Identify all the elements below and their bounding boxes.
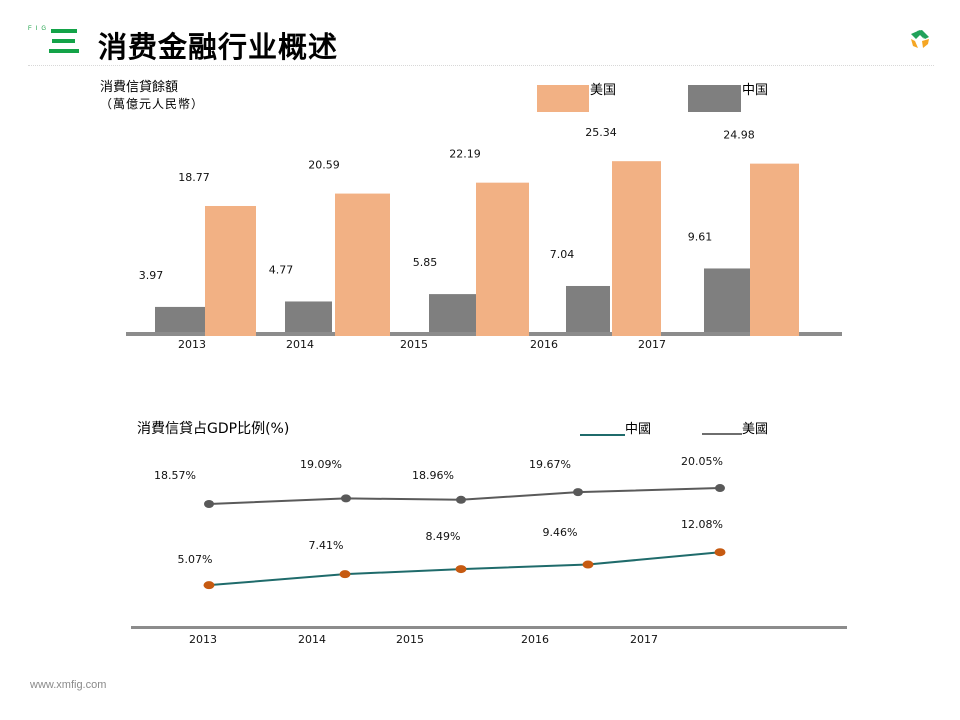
footer-url: www.xmfig.com [30,679,107,691]
marker-china-2014 [339,570,351,579]
bar-china-2017 [704,268,750,334]
data-label-china-2015: 5.85 [413,256,438,269]
marker-us-2014 [341,494,351,503]
data-label-us-2013: 18.57% [154,469,196,482]
legend-label-line-china: 中國 [625,422,652,437]
marker-us-2015 [456,495,466,504]
marker-us-2016 [573,488,583,497]
data-label-us-2014: 20.59 [308,159,340,172]
data-label-us-2016: 25.34 [585,126,617,139]
legend-swatch-china [688,85,741,112]
bar-us-2014 [335,193,390,336]
data-label-us-2013: 18.77 [178,171,210,184]
data-label-us-2017: 24.98 [723,129,755,142]
data-label-china-2017: 9.61 [688,230,713,243]
data-label-us-2016: 19.67% [529,458,571,471]
x-tick-label-2013: 2013 [189,633,217,646]
bar-china-2013 [155,306,205,334]
bar-chart-title: 消費信貸餘額 [100,80,179,95]
x-tick-label-2013: 2013 [178,338,206,351]
legend-line-china [580,434,625,436]
bar-china-2014 [285,301,332,334]
xmfig-logo-icon [908,27,932,51]
x-tick-label-2015: 2015 [396,633,424,646]
legend-label-china: 中国 [742,83,769,98]
marker-china-2017 [714,548,726,557]
marker-us-2013 [204,500,214,508]
marker-us-2017 [715,484,725,493]
legend-swatch-us [537,85,589,112]
x-tick-label-2016: 2016 [530,338,558,351]
marker-china-2016 [582,560,594,569]
data-label-china-2017: 12.08% [681,518,723,531]
x-tick-label-2014: 2014 [286,338,314,351]
data-label-us-2015: 18.96% [412,469,454,482]
marker-china-2013 [203,581,215,590]
x-tick-label-2017: 2017 [630,633,658,646]
x-axis-line [131,626,847,629]
bar-us-2017 [750,163,799,336]
brand-text: FIG [28,26,50,32]
line-chart-title: 消費信貸占GDP比例(%) [137,421,290,437]
legend-label-us: 美国 [590,83,617,98]
data-label-us-2015: 22.19 [449,148,481,161]
brand-bars-icon [49,29,79,55]
x-tick-label-2015: 2015 [400,338,428,351]
data-label-china-2016: 7.04 [550,248,575,261]
data-label-china-2013: 5.07% [178,553,213,566]
data-label-us-2017: 20.05% [681,455,723,468]
title-divider [28,65,934,66]
x-tick-label-2017: 2017 [638,338,666,351]
data-label-china-2014: 7.41% [309,539,344,552]
bar-china-2016 [566,285,610,334]
bar-chart-subtitle: （萬億元人民幣） [100,97,205,111]
bar-us-2016 [612,161,661,336]
bar-china-2015 [429,294,476,334]
data-label-china-2014: 4.77 [269,263,294,276]
marker-china-2015 [455,565,467,574]
bar-us-2013 [205,205,256,336]
data-label-us-2014: 19.09% [300,458,342,471]
bar-us-2015 [476,182,529,336]
x-tick-label-2014: 2014 [298,633,326,646]
legend-line-us [702,433,742,435]
page-title: 消费金融行业概述 [98,30,339,64]
data-label-china-2013: 3.97 [139,269,164,282]
data-label-china-2015: 8.49% [426,530,461,543]
data-label-china-2016: 9.46% [543,526,578,539]
x-tick-label-2016: 2016 [521,633,549,646]
legend-label-line-us: 美國 [742,422,769,437]
